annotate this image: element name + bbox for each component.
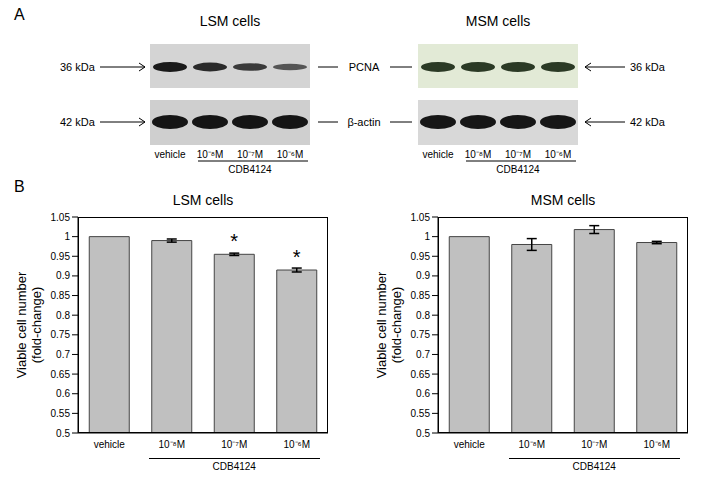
svg-text:0.85: 0.85	[411, 290, 431, 301]
svg-text:Viable cell number(fold-change: Viable cell number(fold-change)	[14, 271, 45, 378]
svg-text:42 kDa: 42 kDa	[630, 116, 666, 128]
svg-text:0.9: 0.9	[416, 270, 430, 281]
svg-text:PCNA: PCNA	[349, 61, 380, 73]
svg-text:42 kDa: 42 kDa	[60, 116, 96, 128]
html-text:CDB4124: CDB4124	[572, 461, 616, 472]
svg-text:36 kDa: 36 kDa	[60, 61, 96, 73]
svg-text:vehicle: vehicle	[422, 149, 454, 160]
svg-text:0.55: 0.55	[411, 408, 431, 419]
svg-text:0.6: 0.6	[56, 388, 70, 399]
svg-text:1.05: 1.05	[411, 212, 431, 223]
svg-text:0.65: 0.65	[51, 369, 71, 380]
svg-text:10⁻⁷M: 10⁻⁷M	[581, 439, 607, 450]
svg-text:vehicle: vehicle	[154, 149, 186, 160]
svg-text:36 kDa: 36 kDa	[630, 61, 666, 73]
html-text:LSM cells: LSM cells	[172, 192, 234, 208]
html-text:MSM cells: MSM cells	[530, 192, 596, 208]
svg-text:10⁻⁶M: 10⁻⁶M	[545, 149, 572, 160]
svg-text:0.95: 0.95	[51, 251, 71, 262]
svg-text:10⁻⁸M: 10⁻⁸M	[465, 149, 492, 160]
svg-text:A: A	[14, 6, 25, 23]
svg-text:CDB4124: CDB4124	[228, 164, 272, 175]
svg-text:0.8: 0.8	[56, 310, 70, 321]
svg-text:*: *	[293, 246, 301, 268]
svg-text:vehicle: vehicle	[454, 439, 486, 450]
svg-text:0.5: 0.5	[56, 428, 70, 439]
html-text:CDB4124: CDB4124	[212, 461, 256, 472]
svg-text:0.75: 0.75	[51, 329, 71, 340]
svg-text:10⁻⁷M: 10⁻⁷M	[237, 149, 263, 160]
svg-text:CDB4124: CDB4124	[496, 164, 540, 175]
svg-text:0.6: 0.6	[416, 388, 430, 399]
svg-text:vehicle: vehicle	[94, 439, 126, 450]
svg-text:10⁻⁸M: 10⁻⁸M	[518, 439, 545, 450]
svg-text:0.7: 0.7	[416, 349, 430, 360]
svg-text:1: 1	[64, 231, 70, 242]
svg-text:10⁻⁸M: 10⁻⁸M	[197, 149, 224, 160]
svg-text:0.65: 0.65	[411, 369, 431, 380]
svg-text:10⁻⁷M: 10⁻⁷M	[221, 439, 247, 450]
svg-text:0.8: 0.8	[416, 310, 430, 321]
svg-text:1.05: 1.05	[51, 212, 71, 223]
svg-text:0.55: 0.55	[51, 408, 71, 419]
svg-text:Viable cell number(fold-change: Viable cell number(fold-change)	[374, 271, 405, 378]
svg-text:LSM cells: LSM cells	[200, 13, 261, 29]
svg-text:β-actin: β-actin	[347, 116, 380, 128]
svg-text:MSM cells: MSM cells	[466, 13, 531, 29]
svg-text:10⁻⁸M: 10⁻⁸M	[158, 439, 185, 450]
html-text:B: B	[14, 178, 25, 195]
svg-text:0.7: 0.7	[56, 349, 70, 360]
svg-text:0.95: 0.95	[411, 251, 431, 262]
svg-text:10⁻⁷M: 10⁻⁷M	[505, 149, 531, 160]
svg-text:0.5: 0.5	[416, 428, 430, 439]
svg-text:0.75: 0.75	[411, 329, 431, 340]
svg-text:0.85: 0.85	[51, 290, 71, 301]
svg-text:10⁻⁶M: 10⁻⁶M	[277, 149, 304, 160]
svg-text:*: *	[230, 230, 238, 252]
svg-text:1: 1	[424, 231, 430, 242]
svg-text:10⁻⁶M: 10⁻⁶M	[283, 439, 310, 450]
svg-text:0.9: 0.9	[56, 270, 70, 281]
svg-text:10⁻⁶M: 10⁻⁶M	[643, 439, 670, 450]
